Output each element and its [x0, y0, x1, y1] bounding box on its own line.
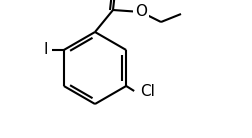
Text: O: O — [135, 3, 147, 18]
Text: Cl: Cl — [140, 83, 155, 99]
Text: I: I — [43, 43, 48, 58]
